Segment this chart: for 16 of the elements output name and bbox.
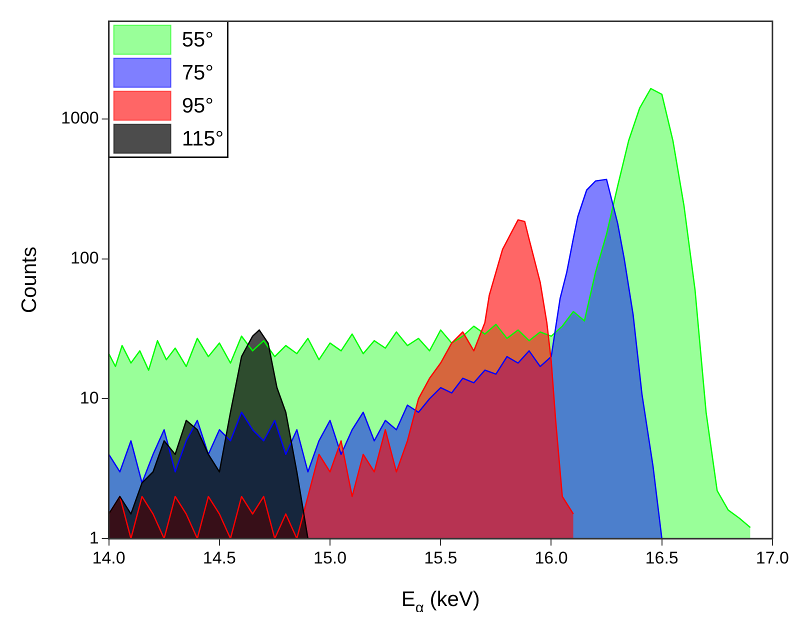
y-tick-label: 1 — [89, 528, 99, 548]
y-tick-label: 10 — [80, 388, 99, 408]
x-tick-label: 15.5 — [424, 548, 458, 568]
x-tick-label: 14.0 — [92, 548, 126, 568]
x-tick-label: 15.0 — [313, 548, 347, 568]
x-tick-label: 16.0 — [534, 548, 568, 568]
x-tick-label: 16.5 — [645, 548, 678, 568]
legend-label: 115° — [182, 127, 224, 150]
x-tick-label: 14.5 — [202, 548, 236, 568]
y-tick-label: 100 — [70, 248, 99, 268]
y-tick-label: 1000 — [60, 108, 99, 128]
legend-label: 55° — [182, 28, 214, 52]
x-tick-label: 17.0 — [756, 548, 790, 568]
y-axis-title: Counts — [18, 246, 41, 314]
legend-label: 75° — [182, 61, 214, 84]
legend-label: 95° — [182, 94, 214, 118]
